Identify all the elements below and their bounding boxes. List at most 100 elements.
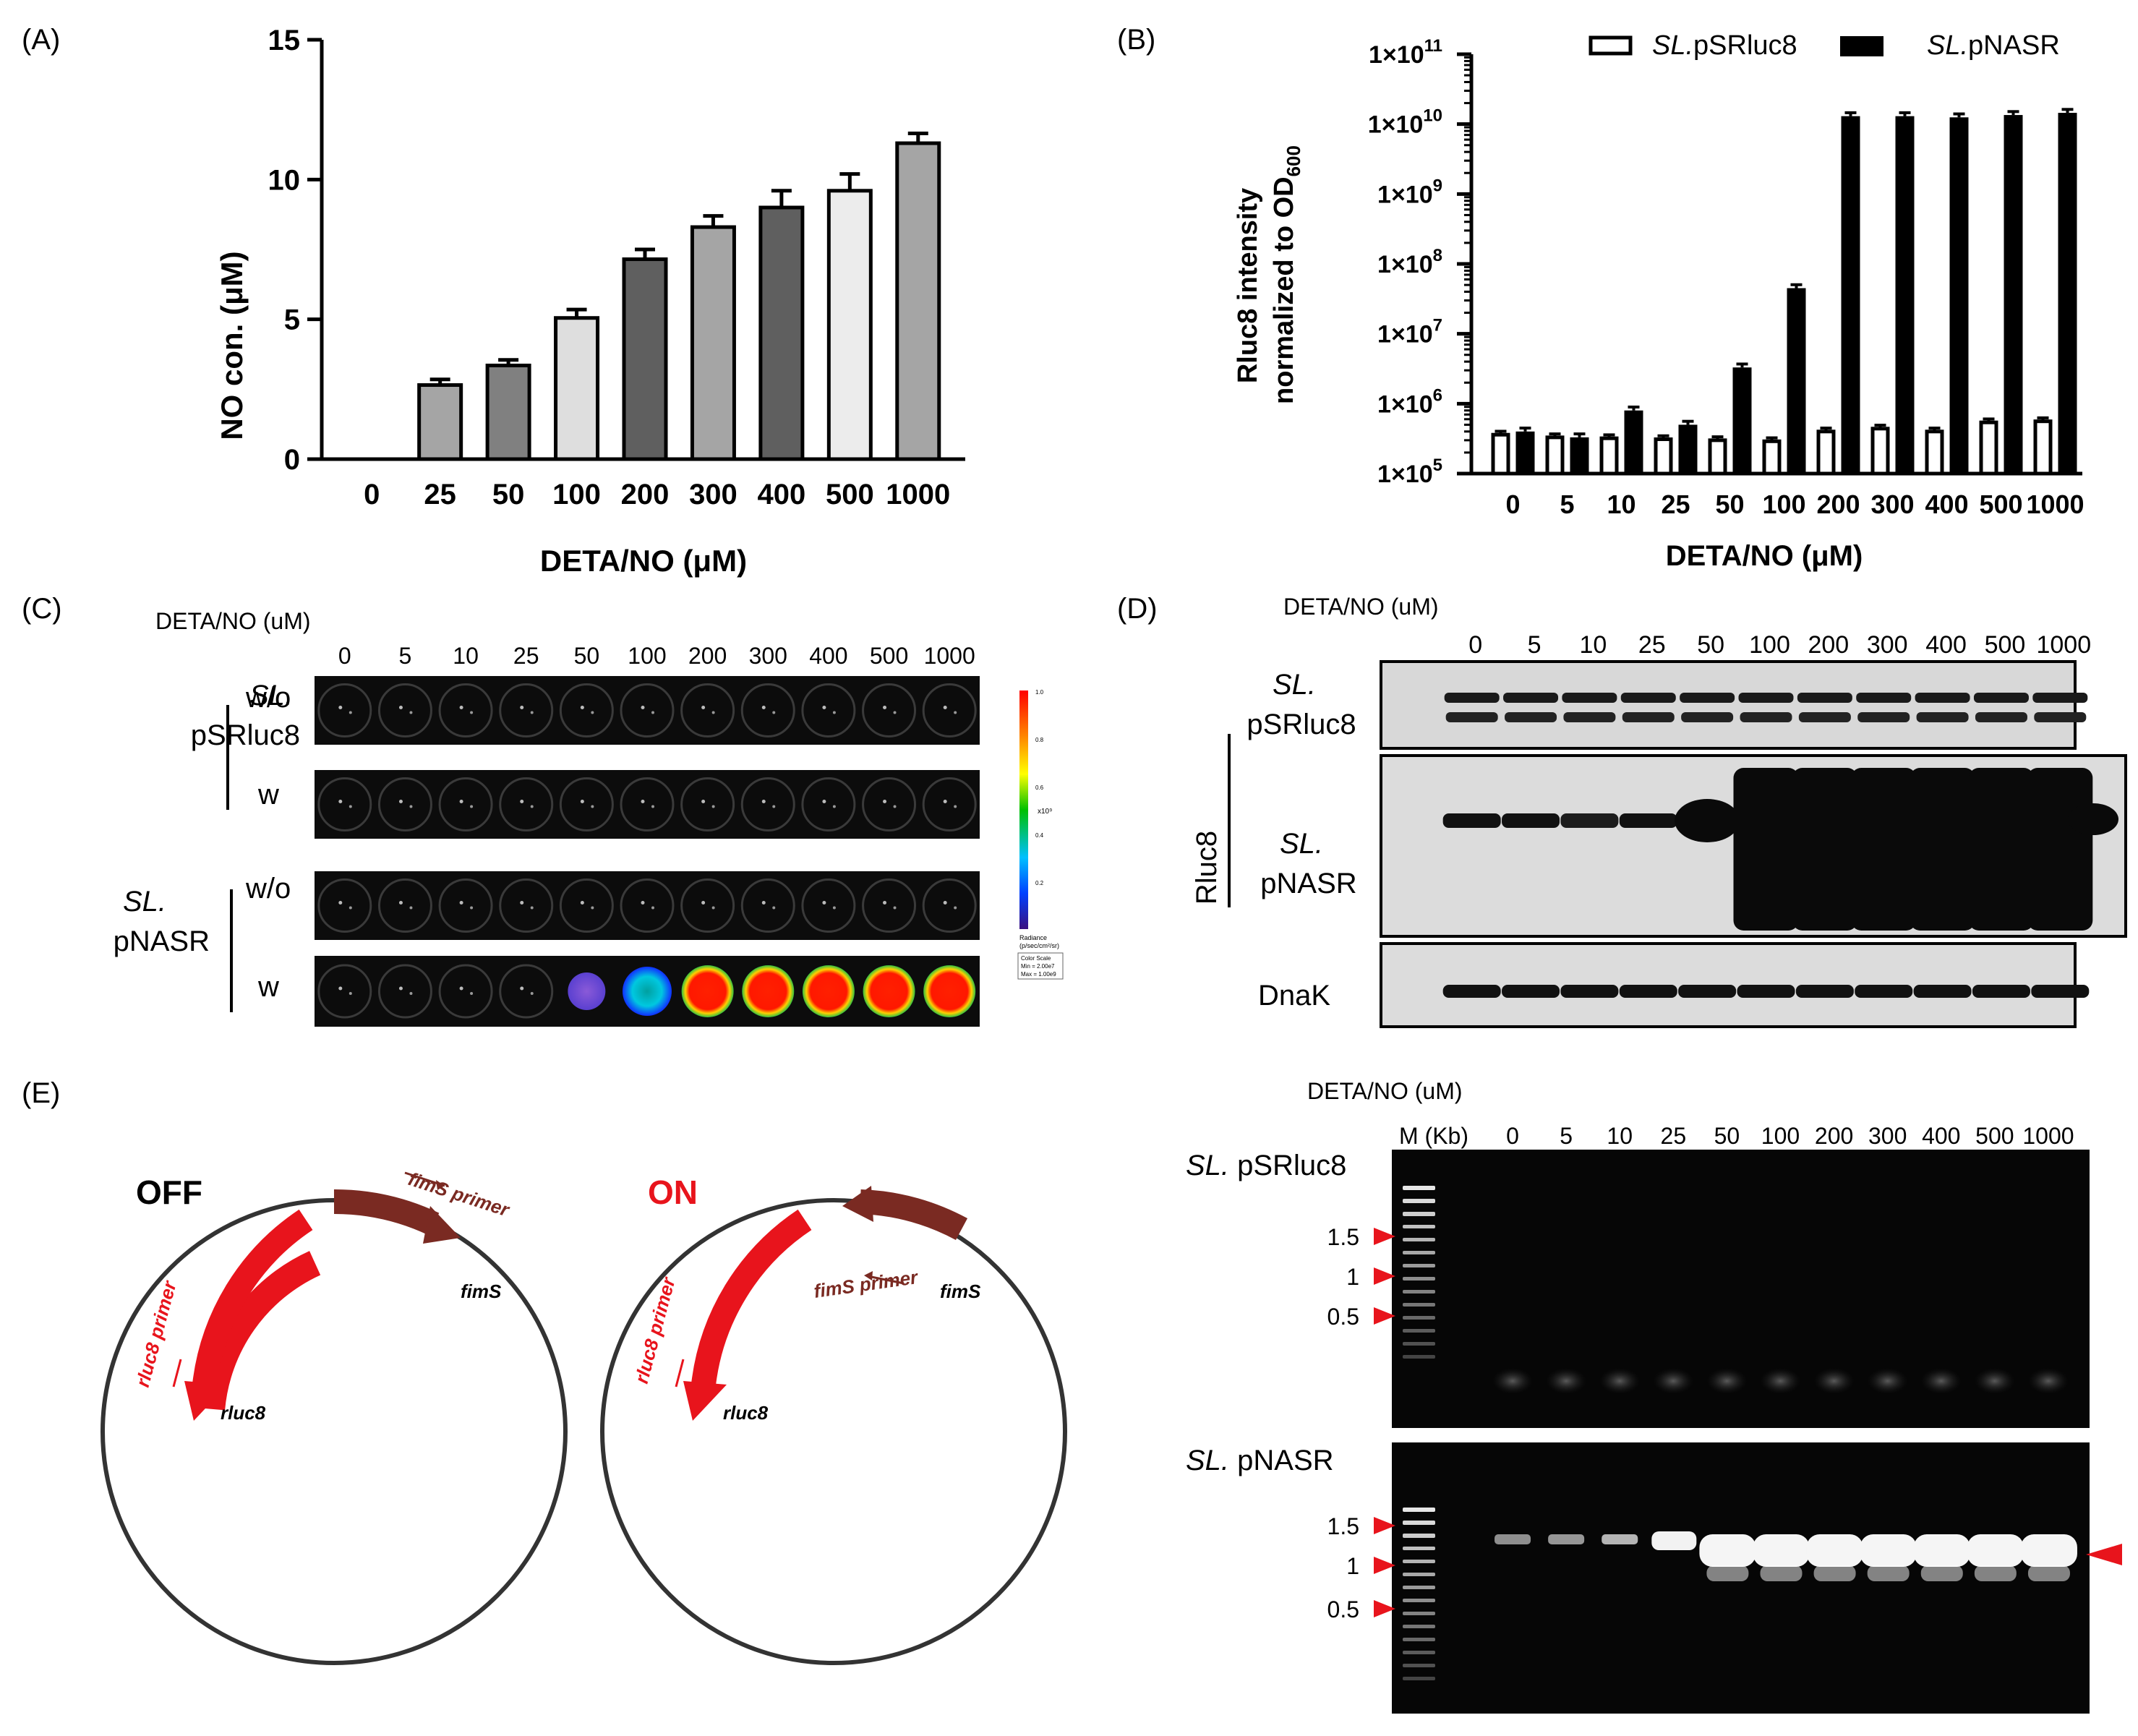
panel-d-label: (D) xyxy=(1117,593,1158,625)
panel-d-conc-label: 25 xyxy=(1638,631,1666,659)
blot-psrluc8-band xyxy=(1740,712,1792,722)
panel-c-well-speck xyxy=(398,800,403,803)
chart-a-xtick-label: 1000 xyxy=(886,479,950,510)
panel-e: (E) OFF fimS primer fimS rluc8 primer rl… xyxy=(22,1077,2122,1714)
gel-ladder-band xyxy=(1403,1612,1435,1615)
panel-d-conc-label: 500 xyxy=(1985,631,2026,659)
plasmid-on: ON fimS primer fimS rluc8 primer rluc8 xyxy=(600,1173,1067,1665)
panel-c-well xyxy=(377,964,432,1019)
gel-primer-dimer xyxy=(1599,1368,1641,1394)
gel-size-marker-label: 1 xyxy=(1346,1264,1359,1290)
chart-b-xtick-label: 100 xyxy=(1762,489,1805,519)
panel-c-well xyxy=(680,878,735,933)
gel-ladder-band xyxy=(1403,1199,1435,1203)
gel-ladder-band xyxy=(1403,1521,1435,1525)
panel-c-well xyxy=(862,878,917,933)
panel-c-well-speck xyxy=(349,805,352,808)
panel-c-well-signal xyxy=(863,965,915,1017)
panel-c-well-speck xyxy=(651,711,654,714)
plasmid-on-rluc8-arrowhead xyxy=(683,1381,727,1421)
gel-ladder-band xyxy=(1403,1677,1435,1680)
gel-concentrations: 0 5 10 25 50 100 200 300 400 500 1000 xyxy=(1506,1123,2074,1149)
panel-c-well-speck xyxy=(893,711,897,714)
panel-c-conc-label: 50 xyxy=(574,643,600,669)
gel-product-band xyxy=(1548,1534,1585,1544)
panel-c-well-speck xyxy=(641,901,645,905)
gel-ladder-band xyxy=(1403,1212,1435,1216)
blot-psrluc8 xyxy=(1380,660,2077,750)
gel-ladder-band xyxy=(1403,1547,1435,1550)
blot-pnasr-band xyxy=(1619,813,1677,828)
panel-c-well-speck xyxy=(822,706,826,709)
panel-c-well xyxy=(862,683,917,737)
chart-b-bar-pnasr xyxy=(2004,115,2023,474)
chart-b-bar-pnasr xyxy=(1732,367,1752,474)
gel-product-band-smear xyxy=(1867,1565,1910,1581)
panel-c-well-speck xyxy=(893,805,897,808)
chart-b-bar-psrluc8 xyxy=(1491,432,1510,476)
panel-c-well-speck xyxy=(591,711,594,714)
chart-b-legend: SL.pSRluc8 SL.pNASR xyxy=(1588,30,2060,61)
panel-c-conc-label: 25 xyxy=(513,643,539,669)
panel-c-image-rows xyxy=(315,676,980,1027)
panel-c-conc-label: 0 xyxy=(338,643,351,669)
panel-c-well-speck xyxy=(832,906,836,910)
chart-a-ytick-label: 5 xyxy=(284,304,300,336)
panel-c-well-speck xyxy=(580,706,584,709)
chart-b-ylabel-line1: Rluc8 intensity xyxy=(1233,188,1263,383)
chart-a-ytick-label: 0 xyxy=(284,444,300,476)
panel-c-well xyxy=(801,777,856,831)
chart-b-bar-psrluc8 xyxy=(1599,436,1619,476)
panel-c-well xyxy=(317,683,372,737)
chart-a-xtick-label: 25 xyxy=(424,479,456,510)
panel-c-well-speck xyxy=(459,901,463,905)
panel-c-well-speck xyxy=(459,800,463,803)
panel-c-well xyxy=(922,683,977,737)
gel-conc-label: 400 xyxy=(1922,1123,1960,1149)
gel-ladder-band xyxy=(1403,1638,1435,1641)
blot-psrluc8-band xyxy=(1856,693,1912,703)
blot-dnak-band xyxy=(1855,985,1913,998)
panel-c-row1-label: w/o xyxy=(245,682,291,714)
panel-c-well xyxy=(377,777,432,831)
blot-psrluc8-band xyxy=(1681,712,1734,722)
blot-psrluc8-band xyxy=(1738,693,1794,703)
blot-psrluc8-band xyxy=(1680,693,1735,703)
panel-c-well-speck xyxy=(591,805,594,808)
panel-c-strain2-italic: SL. xyxy=(123,886,166,918)
panel-c-well-speck xyxy=(761,901,766,905)
chart-b-xtick-label: 0 xyxy=(1505,489,1520,519)
panel-c-well-speck xyxy=(943,706,947,709)
gel-product-band xyxy=(1860,1534,1917,1567)
panel-c-well-speck xyxy=(883,901,887,905)
gels: 1.5 1 0.5 1.5 1 0.5 xyxy=(1327,1150,2122,1714)
chart-b-ytick-label: 1×109 xyxy=(1377,176,1442,208)
panel-d-conc-label: 50 xyxy=(1697,631,1724,659)
panel-c-well xyxy=(377,683,432,737)
panel-c-well-speck xyxy=(701,706,706,709)
blot-pnasr-band xyxy=(1442,813,1501,828)
gel-product-band xyxy=(1806,1534,1863,1567)
gel-conc-label: 200 xyxy=(1815,1123,1853,1149)
panel-c-well-speck xyxy=(832,711,836,714)
panel-a: (A) 0 5 10 15 0 25 50 100 200 300 400 500 1000 NO co… xyxy=(22,24,965,578)
gel-product-band-smear xyxy=(1920,1565,1963,1581)
panel-c-well-speck xyxy=(772,805,776,808)
chart-b-bar-psrluc8 xyxy=(1708,438,1727,476)
gel-product-band xyxy=(1699,1534,1756,1567)
panel-c-well-speck xyxy=(954,711,957,714)
gel-size-marker-arrow xyxy=(1374,1517,1395,1534)
panel-c-well xyxy=(317,964,372,1019)
chart-b-xtick-label: 400 xyxy=(1925,489,1968,519)
chart-a-xtick-label: 300 xyxy=(689,479,737,510)
blot-dnak-band xyxy=(1619,985,1677,998)
gel-primer-dimer xyxy=(1813,1368,1855,1394)
chart-b-xtick-label: 5 xyxy=(1560,489,1574,519)
gel-size-marker-arrow xyxy=(1374,1267,1395,1285)
panel-c-well-speck xyxy=(470,805,474,808)
panel-c-well xyxy=(680,777,735,831)
colorscale-line3: Max = 1.00e9 xyxy=(1021,971,1056,978)
panel-c-well-signal xyxy=(681,965,734,1017)
panel-e-label: (E) xyxy=(22,1077,60,1109)
blot-psrluc8-band xyxy=(1505,712,1557,722)
